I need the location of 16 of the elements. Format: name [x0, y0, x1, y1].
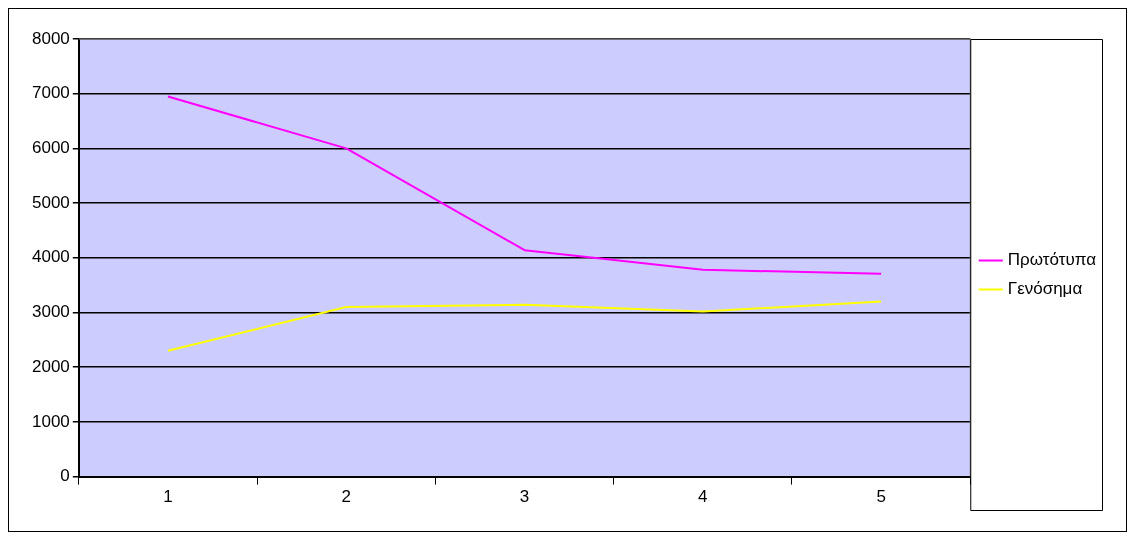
y-tick-label: 2000	[31, 356, 70, 376]
y-tick-label: 0	[60, 466, 70, 486]
y-tick-label: 8000	[31, 28, 70, 48]
x-tick-label: 1	[163, 487, 173, 507]
x-tick-label: 2	[341, 487, 351, 507]
legend-label: Γενόσημα	[1007, 279, 1083, 299]
y-tick-label: 4000	[31, 247, 70, 267]
y-tick-label: 5000	[31, 192, 70, 212]
x-tick-label: 3	[519, 487, 530, 507]
y-tick-label: 3000	[31, 302, 70, 322]
y-tick-label: 7000	[31, 83, 70, 103]
y-tick-label: 6000	[31, 138, 70, 158]
legend-label: Πρωτότυπα	[1007, 250, 1097, 270]
x-tick-label: 5	[876, 487, 886, 507]
y-tick-label: 1000	[31, 411, 70, 431]
x-tick-label: 4	[698, 487, 708, 507]
